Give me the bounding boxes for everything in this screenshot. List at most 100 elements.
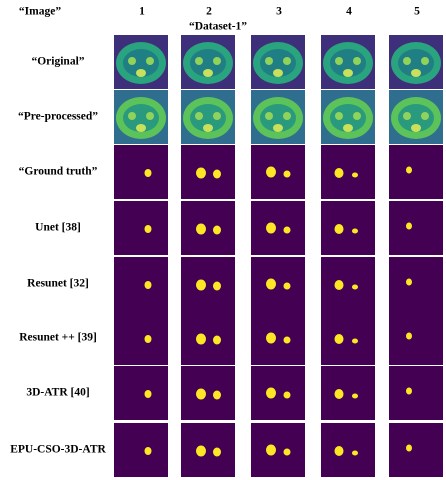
ct-organ <box>213 57 221 65</box>
mask-background <box>114 311 168 365</box>
mask-background <box>251 366 305 420</box>
ct-inner <box>123 49 159 77</box>
ct-organ <box>283 57 291 65</box>
image-cell <box>321 90 375 144</box>
mask-background <box>181 311 235 365</box>
mask-blob <box>283 448 291 456</box>
ct-organ <box>146 57 154 65</box>
ct-inner <box>260 104 296 132</box>
mask-blob <box>266 387 276 399</box>
image-cell <box>114 366 168 420</box>
mask-blob <box>406 387 412 395</box>
ct-spine <box>343 124 353 132</box>
mask-blob <box>213 169 221 179</box>
ct-spine <box>411 124 421 132</box>
mask-blob <box>196 167 206 179</box>
image-cell <box>389 35 443 89</box>
ct-organ <box>128 112 136 120</box>
mask-background <box>321 366 375 420</box>
ct-organ <box>128 57 136 65</box>
ct-inner <box>398 104 434 132</box>
mask-background <box>251 257 305 311</box>
mask-blob <box>406 444 412 452</box>
mask-blob <box>213 281 221 291</box>
mask-background <box>321 257 375 311</box>
ct-inner <box>123 104 159 132</box>
column-label: 4 <box>346 6 352 18</box>
mask-blob <box>266 166 276 178</box>
ct-organ <box>353 57 361 65</box>
mask-background <box>181 366 235 420</box>
mask-blob <box>213 335 221 345</box>
mask-blob <box>352 172 358 178</box>
mask-background <box>389 257 443 311</box>
mask-blob <box>144 169 152 177</box>
mask-blob <box>213 390 221 400</box>
image-cell <box>389 90 443 144</box>
mask-background <box>114 257 168 311</box>
image-cell <box>251 145 305 199</box>
column-label: 2 <box>206 6 212 18</box>
row-label: 3D-ATR [40] <box>26 387 89 399</box>
ct-organ <box>146 112 154 120</box>
ct-spine <box>203 124 213 132</box>
image-cell <box>251 35 305 89</box>
image-cell <box>389 257 443 311</box>
image-cell <box>114 35 168 89</box>
image-cell <box>321 423 375 477</box>
image-cell <box>321 366 375 420</box>
mask-background <box>321 145 375 199</box>
ct-spine <box>343 69 353 77</box>
mask-background <box>251 311 305 365</box>
image-cell <box>321 311 375 365</box>
image-cell <box>114 145 168 199</box>
column-label: 3 <box>276 6 282 18</box>
mask-blob <box>334 168 344 178</box>
ct-organ <box>335 57 343 65</box>
image-cell <box>321 145 375 199</box>
image-cell <box>251 311 305 365</box>
mask-blob <box>334 334 344 344</box>
image-cell <box>114 257 168 311</box>
ct-spine <box>136 69 146 77</box>
mask-blob <box>283 282 291 290</box>
mask-background <box>251 145 305 199</box>
mask-blob <box>196 445 206 457</box>
mask-background <box>251 423 305 477</box>
image-cell <box>114 311 168 365</box>
mask-blob <box>266 278 276 290</box>
mask-background <box>389 311 443 365</box>
ct-organ <box>353 112 361 120</box>
ct-organ <box>403 112 411 120</box>
image-cell <box>251 201 305 255</box>
mask-blob <box>352 393 358 399</box>
ct-organ <box>335 112 343 120</box>
image-cell <box>181 145 235 199</box>
mask-background <box>389 366 443 420</box>
ct-organ <box>403 57 411 65</box>
mask-background <box>181 145 235 199</box>
column-label: 1 <box>139 6 145 18</box>
image-cell <box>114 90 168 144</box>
column-label: 5 <box>414 6 420 18</box>
ct-organ <box>213 112 221 120</box>
mask-background <box>389 423 443 477</box>
ct-inner <box>260 49 296 77</box>
mask-blob <box>334 389 344 399</box>
ct-organ <box>421 57 429 65</box>
mask-blob <box>213 225 221 235</box>
mask-background <box>321 201 375 255</box>
row-label: “Pre-processed” <box>18 111 98 123</box>
mask-background <box>114 366 168 420</box>
ct-spine <box>136 124 146 132</box>
ct-inner <box>398 49 434 77</box>
mask-blob <box>352 228 358 234</box>
mask-blob <box>213 447 221 457</box>
image-cell <box>251 90 305 144</box>
mask-blob <box>283 391 291 399</box>
mask-blob <box>334 280 344 290</box>
ct-organ <box>195 57 203 65</box>
image-cell <box>251 423 305 477</box>
ct-organ <box>265 112 273 120</box>
